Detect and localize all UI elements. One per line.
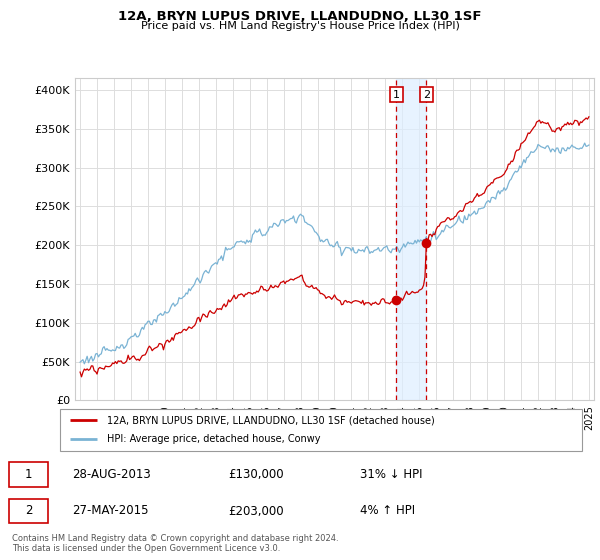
Text: 1: 1 xyxy=(393,90,400,100)
FancyBboxPatch shape xyxy=(60,409,582,451)
Bar xyxy=(396,78,426,400)
Text: Contains HM Land Registry data © Crown copyright and database right 2024.
This d: Contains HM Land Registry data © Crown c… xyxy=(12,534,338,553)
Text: HPI: Average price, detached house, Conwy: HPI: Average price, detached house, Conw… xyxy=(107,435,320,445)
Text: 31% ↓ HPI: 31% ↓ HPI xyxy=(360,468,422,481)
Text: £130,000: £130,000 xyxy=(228,468,284,481)
Text: 2: 2 xyxy=(422,90,430,100)
Text: 28-AUG-2013: 28-AUG-2013 xyxy=(72,468,151,481)
Text: 12A, BRYN LUPUS DRIVE, LLANDUDNO, LL30 1SF (detached house): 12A, BRYN LUPUS DRIVE, LLANDUDNO, LL30 1… xyxy=(107,415,435,425)
Text: 1: 1 xyxy=(25,468,32,481)
Text: 27-MAY-2015: 27-MAY-2015 xyxy=(72,505,149,517)
Text: £203,000: £203,000 xyxy=(228,505,284,517)
Text: 12A, BRYN LUPUS DRIVE, LLANDUDNO, LL30 1SF: 12A, BRYN LUPUS DRIVE, LLANDUDNO, LL30 1… xyxy=(118,10,482,23)
Text: 2: 2 xyxy=(25,505,32,517)
Text: 4% ↑ HPI: 4% ↑ HPI xyxy=(360,505,415,517)
Text: Price paid vs. HM Land Registry's House Price Index (HPI): Price paid vs. HM Land Registry's House … xyxy=(140,21,460,31)
